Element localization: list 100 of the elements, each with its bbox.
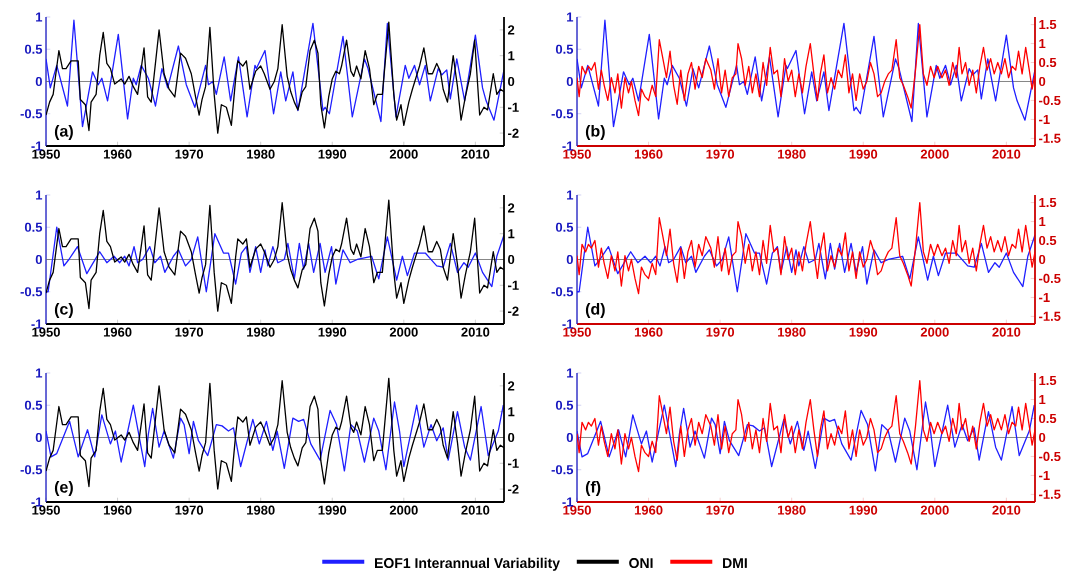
x-tick-label: 1990 <box>849 505 878 515</box>
y2-tick-label: 1 <box>508 407 515 417</box>
y-tick-label: 1 <box>567 12 574 22</box>
x-tick-label: 2000 <box>389 149 418 159</box>
x-tick-label: 2000 <box>920 505 949 515</box>
y-tick-label: -0.5 <box>20 287 43 297</box>
x-tick-label: 2000 <box>920 327 949 337</box>
annotation: (d) <box>585 302 605 318</box>
y-tick-label: 0 <box>35 254 42 265</box>
x-tick-label: 1970 <box>706 505 735 515</box>
y2-tick-label: 0 <box>1039 76 1046 87</box>
x-tick-label: 1950 <box>32 505 60 515</box>
y-tick-label: 0 <box>566 76 573 87</box>
y-tick-label: 1 <box>36 12 43 22</box>
y2-tick-label: -1.5 <box>1039 311 1061 321</box>
x-tick-label: 2000 <box>920 149 949 159</box>
annotation: (c) <box>54 302 73 318</box>
y2-tick-label: 1.5 <box>1039 198 1057 208</box>
y2-tick-label: -1 <box>1039 470 1050 480</box>
y-tick-label: -1 <box>31 141 43 151</box>
y2-tick-label: 1 <box>508 51 515 61</box>
x-tick-label: 1980 <box>247 149 275 159</box>
line-series <box>46 226 505 293</box>
annotation: (a) <box>54 124 73 140</box>
x-tick-label: 1980 <box>778 149 806 159</box>
y2-tick-label: -1 <box>508 102 519 112</box>
x-tick-label: 1970 <box>706 327 735 337</box>
x-tick-label: 1960 <box>103 149 132 159</box>
y-tick-label: 0.5 <box>555 44 574 54</box>
x-tick-label: 1950 <box>563 327 591 337</box>
x-tick-label: 1990 <box>318 149 347 159</box>
y-tick-label: 0.5 <box>24 400 43 410</box>
y-tick-label: -1 <box>562 497 574 507</box>
y-tick-label: -1 <box>31 497 43 507</box>
y-tick-label: 0.5 <box>24 44 43 54</box>
y2-tick-label: 2 <box>507 203 515 213</box>
x-tick-label: 2000 <box>389 327 418 337</box>
y-tick-label: 0.5 <box>555 222 574 232</box>
legend-label: DMI <box>723 558 747 568</box>
line-series <box>577 401 1035 472</box>
y-tick-label: -0.5 <box>20 465 43 475</box>
y2-tick-label: 1 <box>508 229 515 239</box>
legend-label: ONI <box>629 558 653 569</box>
y-tick-label: -0.5 <box>551 109 574 119</box>
x-tick-label: 1950 <box>563 149 591 159</box>
y2-tick-label: 2 <box>507 25 515 35</box>
x-tick-label: 1980 <box>778 505 806 515</box>
x-tick-label: 2010 <box>992 149 1021 159</box>
x-tick-label: 1960 <box>634 505 663 515</box>
x-tick-label: 1960 <box>103 505 132 515</box>
line-series <box>46 401 504 472</box>
y-tick-label: -1 <box>562 319 574 329</box>
y-tick-label: -1 <box>562 141 574 151</box>
line-series <box>577 201 1035 295</box>
y2-tick-label: -1 <box>508 280 519 290</box>
y2-tick-label: -1 <box>1039 114 1050 124</box>
x-tick-label: 1980 <box>778 327 806 337</box>
y2-tick-label: -1.5 <box>1039 133 1061 143</box>
annotation: (b) <box>585 124 605 140</box>
y-tick-label: 1 <box>567 368 574 378</box>
line-series <box>577 226 1035 293</box>
x-tick-label: 1970 <box>175 149 204 159</box>
x-tick-label: 1990 <box>849 327 878 337</box>
y-tick-label: 0 <box>35 432 42 443</box>
annotation: (f) <box>585 480 601 496</box>
y2-tick-label: 0 <box>508 254 515 265</box>
x-tick-label: 1970 <box>175 505 204 515</box>
y2-tick-label: -1 <box>1039 292 1050 302</box>
y2-tick-label: 0 <box>508 76 515 87</box>
x-tick-label: 2000 <box>389 505 418 515</box>
y2-tick-label: -2 <box>508 128 519 138</box>
y-tick-label: -0.5 <box>551 465 574 475</box>
x-tick-label: 1960 <box>634 327 663 337</box>
line-series <box>577 379 1035 473</box>
y-tick-label: -1 <box>31 319 43 329</box>
legend-label: EOF1 Interannual Variability <box>375 557 560 571</box>
y2-tick-label: 1.5 <box>1039 376 1057 386</box>
y-tick-label: -0.5 <box>551 287 574 297</box>
y2-tick-label: 0 <box>508 432 515 443</box>
y2-tick-label: 0.5 <box>1039 235 1057 246</box>
y-tick-label: 0 <box>566 254 573 265</box>
y2-tick-label: -1 <box>508 458 519 468</box>
x-tick-label: 2010 <box>461 149 490 159</box>
y2-tick-label: 1 <box>1039 39 1046 49</box>
x-tick-label: 1990 <box>318 327 347 337</box>
y2-tick-label: 2 <box>507 381 515 391</box>
y2-tick-label: -1.5 <box>1039 489 1061 499</box>
x-tick-label: 1980 <box>247 505 275 515</box>
y-tick-label: 0.5 <box>24 222 43 232</box>
x-tick-label: 1950 <box>563 505 591 515</box>
x-tick-label: 2010 <box>461 327 490 337</box>
y-tick-label: -0.5 <box>20 109 43 119</box>
y-tick-label: 1 <box>567 190 574 200</box>
x-tick-label: 2010 <box>992 327 1021 337</box>
x-tick-label: 1970 <box>706 149 735 159</box>
x-tick-label: 1950 <box>32 327 60 337</box>
y2-tick-label: 0.5 <box>1039 57 1057 68</box>
x-tick-label: 1970 <box>175 327 204 337</box>
y2-tick-label: -2 <box>508 306 519 316</box>
x-tick-label: 1960 <box>103 327 132 337</box>
